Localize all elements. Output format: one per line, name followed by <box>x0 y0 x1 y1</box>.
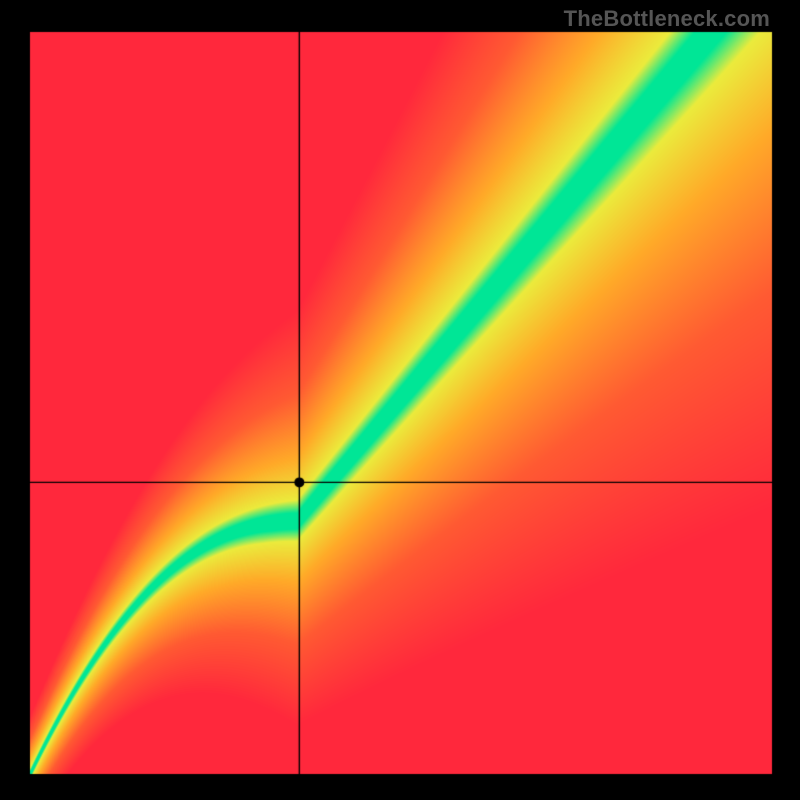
watermark-text: TheBottleneck.com <box>564 6 770 32</box>
bottleneck-heatmap <box>0 0 800 800</box>
chart-container: TheBottleneck.com <box>0 0 800 800</box>
